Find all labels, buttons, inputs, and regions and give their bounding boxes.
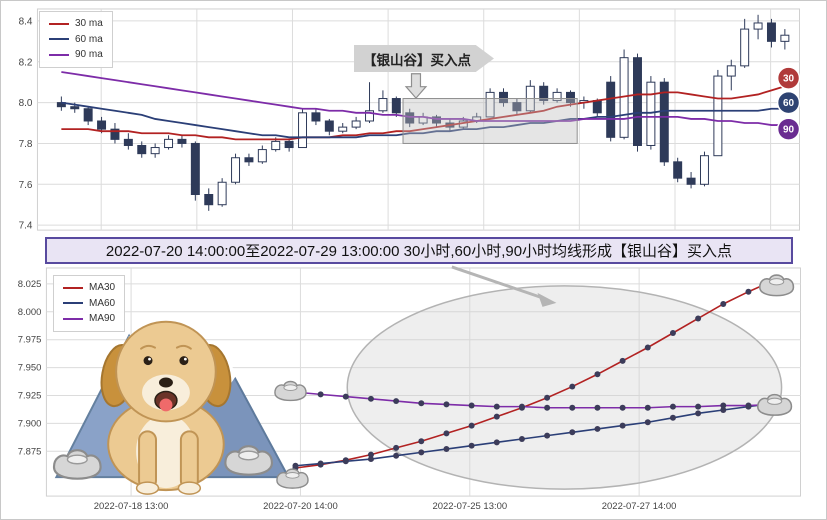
svg-text:8.0: 8.0: [19, 98, 33, 109]
silver-ingot-icon: [758, 274, 795, 297]
top-chart-legend: 30 ma 60 ma 90 ma: [39, 11, 113, 68]
svg-text:7.900: 7.900: [18, 418, 42, 429]
svg-text:7.4: 7.4: [19, 221, 33, 232]
silver-ingot-icon: [276, 468, 309, 489]
svg-text:8.4: 8.4: [19, 16, 33, 27]
svg-text:7.8: 7.8: [19, 139, 33, 150]
ma60-line-swatch: [49, 38, 69, 41]
silver-ingot-icon: [224, 445, 274, 476]
bottom-chart-legend: MA30 MA60 MA90: [53, 275, 126, 332]
legend-item-MA60: MA60: [63, 296, 115, 312]
svg-text:2022-07-20 14:00: 2022-07-20 14:00: [263, 501, 338, 512]
silver-ingot-icon: [52, 449, 102, 480]
silver-ingot-icon: [756, 393, 793, 416]
legend-item-30ma: 30 ma: [49, 16, 103, 32]
svg-text:7.6: 7.6: [19, 180, 33, 191]
svg-text:2022-07-27 14:00: 2022-07-27 14:00: [602, 501, 677, 512]
svg-text:8.000: 8.000: [18, 307, 42, 318]
svg-text:8.025: 8.025: [18, 279, 42, 290]
svg-text:7.875: 7.875: [18, 446, 42, 457]
legend-item-90ma: 90 ma: [49, 47, 103, 63]
svg-text:90: 90: [783, 125, 795, 136]
signal-banner: 2022-07-20 14:00:00至2022-07-29 13:00:00 …: [45, 237, 793, 264]
svg-text:8.2: 8.2: [19, 57, 33, 68]
svg-text:30: 30: [783, 74, 795, 85]
legend-label-30ma: 30 ma: [75, 18, 103, 29]
svg-text:2022-07-18 13:00: 2022-07-18 13:00: [94, 501, 169, 512]
svg-text:2022-07-25 13:00: 2022-07-25 13:00: [432, 501, 507, 512]
MA90-line-swatch: [63, 317, 83, 320]
MA30-line-swatch: [63, 286, 83, 289]
MA60-line-swatch: [63, 302, 83, 305]
ma90-line-swatch: [49, 53, 69, 56]
legend-item-MA90: MA90: [63, 311, 115, 327]
svg-text:7.950: 7.950: [18, 363, 42, 374]
legend-label-MA30: MA30: [89, 282, 116, 293]
svg-text:60: 60: [783, 98, 795, 109]
legend-label-MA60: MA60: [89, 297, 116, 309]
svg-text:7.925: 7.925: [18, 390, 42, 401]
buy-point-callout: 【银山谷】买入点: [354, 45, 494, 72]
legend-item-MA30: MA30: [63, 280, 115, 296]
data-layer: 30 60 90: [56, 14, 801, 490]
dog: [100, 320, 232, 495]
dog-mountains-illustration: [52, 320, 291, 495]
legend-item-60ma: 60 ma: [49, 32, 103, 48]
legend-label-60ma: 60 ma: [75, 33, 103, 45]
ma30-line-swatch: [49, 22, 69, 25]
legend-label-90ma: 90 ma: [75, 49, 103, 60]
svg-text:7.975: 7.975: [18, 335, 42, 346]
silver-ingot-icon: [274, 380, 307, 402]
legend-label-MA90: MA90: [89, 313, 116, 324]
